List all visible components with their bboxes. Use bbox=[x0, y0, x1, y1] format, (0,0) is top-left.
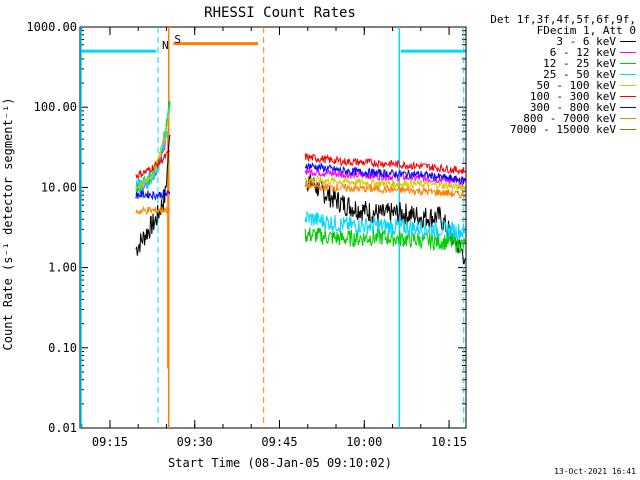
x-tick-label: 10:00 bbox=[346, 435, 382, 449]
legend-entry: 100 - 300 keV bbox=[490, 91, 636, 102]
legend-entry: 50 - 100 keV bbox=[490, 80, 636, 91]
series-line-3-6-kev bbox=[304, 172, 466, 265]
y-axis-label: Count Rate (s⁻¹ detector segment⁻¹) bbox=[1, 98, 15, 351]
marker-label-n: N bbox=[162, 39, 169, 52]
plot-frame bbox=[79, 26, 467, 429]
y-tick-label: 0.01 bbox=[48, 421, 77, 435]
y-tick-label: 0.10 bbox=[48, 341, 77, 355]
chart-title: RHESSI Count Rates bbox=[204, 5, 356, 21]
legend-entry: 300 - 800 keV bbox=[490, 102, 636, 113]
series-line-3-6-kev bbox=[135, 134, 171, 256]
series-line-25-50-kev bbox=[304, 211, 466, 240]
legend-entry: 25 - 50 keV bbox=[490, 69, 636, 80]
legend-entry: 800 - 7000 keV bbox=[490, 113, 636, 124]
series-line-6-12-kev bbox=[304, 167, 466, 188]
y-tick-labels: 1000.00 100.00 10.00 1.00 0.10 0.01 bbox=[26, 20, 77, 435]
timestamp: 13-Oct-2021 16:41 bbox=[554, 467, 636, 476]
legend: Det 1f,3f,4f,5f,6f,9f, FDecim 1, Att 0 3… bbox=[490, 14, 636, 135]
legend-entry-label: 800 - 7000 keV bbox=[523, 112, 616, 125]
y-tick-label: 1000.00 bbox=[26, 20, 77, 34]
legend-entry-label: 300 - 800 keV bbox=[529, 101, 616, 114]
legend-entry: 7000 - 15000 keV bbox=[490, 124, 636, 135]
legend-entry-label: 25 - 50 keV bbox=[543, 68, 616, 81]
legend-swatch bbox=[620, 129, 636, 130]
plot-axes bbox=[79, 26, 467, 429]
legend-entry-label: 7000 - 15000 keV bbox=[510, 123, 616, 136]
series-line-800-7000-kev bbox=[135, 205, 171, 215]
series-line-100-300-kev bbox=[135, 150, 170, 180]
marker-label-s: S bbox=[174, 33, 181, 46]
legend-entry: 6 - 12 keV bbox=[490, 47, 636, 58]
series-line-100-300-kev bbox=[304, 153, 466, 175]
y-tick-label: 100.00 bbox=[34, 100, 77, 114]
legend-entry: 3 - 6 keV bbox=[490, 36, 636, 47]
legend-entry-label: 50 - 100 keV bbox=[536, 79, 616, 92]
legend-header-line-1: Det 1f,3f,4f,5f,6f,9f, bbox=[490, 13, 636, 26]
x-tick-label: 10:15 bbox=[431, 435, 467, 449]
legend-swatch bbox=[620, 63, 636, 64]
y-tick-label: 10.00 bbox=[41, 180, 77, 194]
x-tick-labels: 09:15 09:30 09:45 10:00 10:15 bbox=[92, 435, 467, 449]
y-tick-label: 1.00 bbox=[48, 261, 77, 275]
legend-swatch bbox=[620, 85, 636, 86]
legend-swatch bbox=[620, 96, 636, 97]
x-tick-label: 09:45 bbox=[261, 435, 297, 449]
x-axis-label: Start Time (08-Jan-05 09:10:02) bbox=[168, 456, 392, 470]
series-line-300-800-kev bbox=[304, 162, 466, 186]
legend-entry: 12 - 25 keV bbox=[490, 58, 636, 69]
series-line-300-800-kev bbox=[135, 189, 171, 201]
legend-header-line-2: FDecim 1, Att 0 bbox=[536, 24, 636, 37]
legend-entry-label: 6 - 12 keV bbox=[549, 46, 616, 59]
legend-swatch bbox=[620, 107, 636, 108]
legend-swatch bbox=[620, 41, 636, 42]
x-tick-label: 09:30 bbox=[177, 435, 213, 449]
legend-entry-label: 100 - 300 keV bbox=[529, 90, 616, 103]
series-lines bbox=[135, 100, 466, 265]
series-line-800-7000-kev bbox=[304, 181, 466, 200]
series-line-50-100-kev bbox=[135, 106, 171, 191]
legend-entry-label: 12 - 25 keV bbox=[543, 57, 616, 70]
legend-swatch bbox=[620, 52, 636, 53]
legend-entry-label: 3 - 6 keV bbox=[556, 35, 616, 48]
legend-swatch bbox=[620, 74, 636, 75]
series-line-50-100-kev bbox=[304, 175, 466, 191]
legend-swatch bbox=[620, 118, 636, 119]
x-tick-label: 09:15 bbox=[92, 435, 128, 449]
